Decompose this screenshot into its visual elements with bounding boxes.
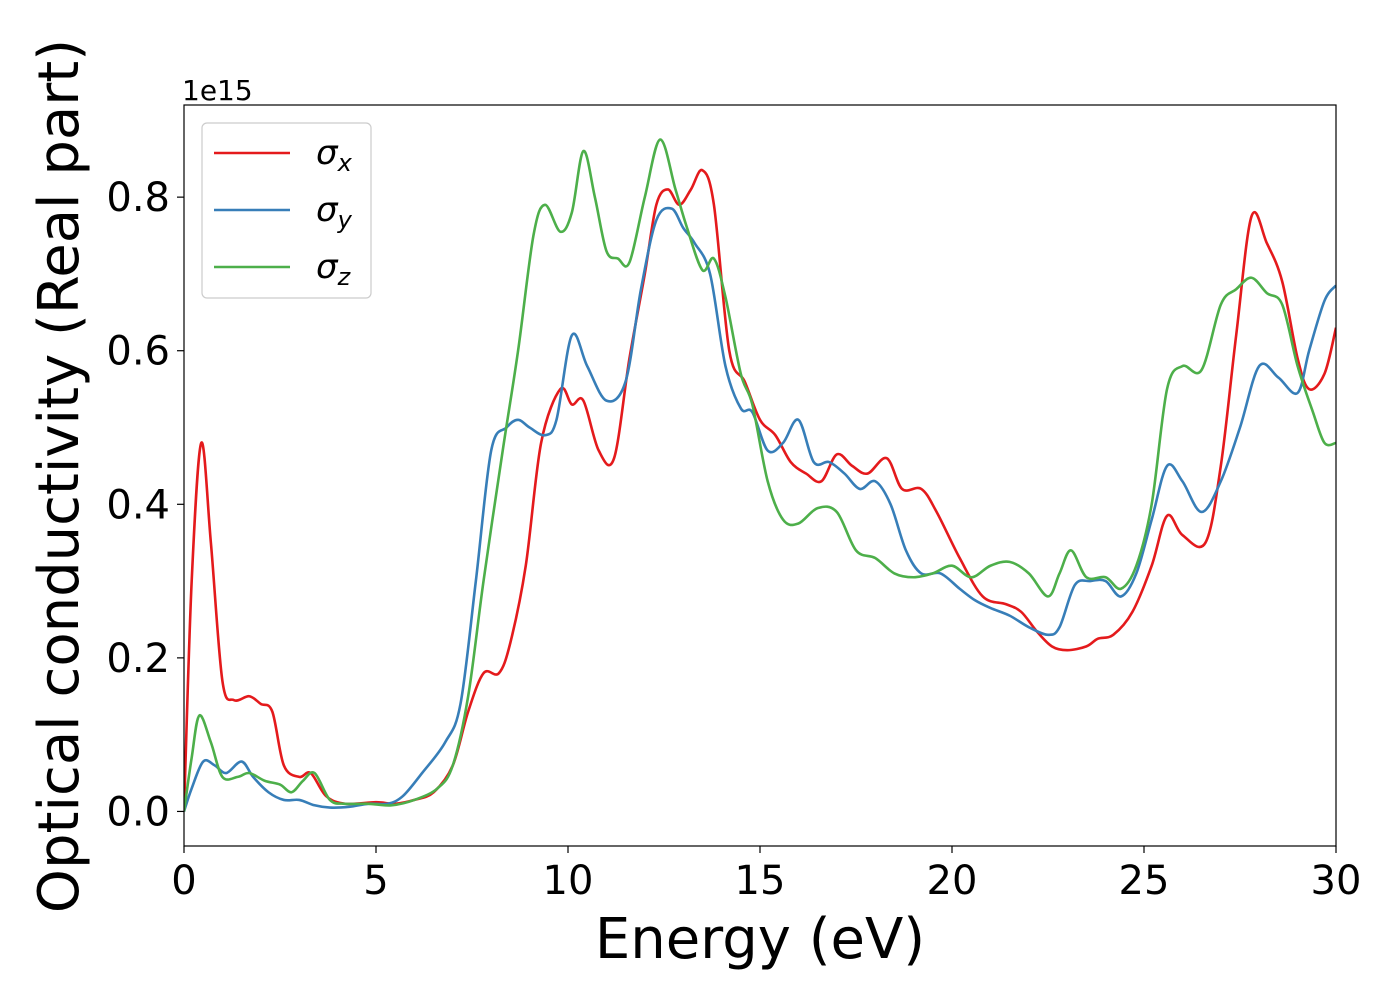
legend-label-z: σz	[316, 247, 352, 291]
y-tick-label: 0.2	[106, 636, 170, 682]
y-tick-label: 0.0	[106, 789, 170, 835]
x-tick-label: 30	[1311, 858, 1362, 904]
y-axis: 0.0 0.2 0.4 0.6 0.8	[106, 175, 184, 835]
series-line-x	[184, 168, 1336, 812]
legend-label-y: σy	[316, 190, 353, 234]
series-line-z	[184, 138, 1336, 812]
legend: σx σy σz	[201, 122, 372, 299]
legend-label-x: σx	[316, 133, 353, 177]
y-tick-label: 0.4	[106, 482, 170, 528]
x-axis-label: Energy (eV)	[595, 907, 925, 972]
y-axis-label: Optical conductivity (Real part)	[27, 39, 92, 913]
y-tick-label: 0.6	[106, 329, 170, 375]
y-offset-label: 1e15	[182, 74, 253, 107]
x-tick-label: 0	[171, 858, 196, 904]
x-tick-label: 15	[735, 858, 786, 904]
x-tick-label: 20	[927, 858, 978, 904]
series-layer	[184, 138, 1336, 812]
x-tick-label: 5	[363, 858, 388, 904]
x-tick-label: 25	[1119, 858, 1170, 904]
x-axis: 0 5 10 15 20 25 30	[171, 846, 1361, 904]
y-tick-label: 0.8	[106, 175, 170, 221]
x-tick-label: 10	[543, 858, 594, 904]
legend-entries: σx σy σz	[214, 133, 353, 291]
